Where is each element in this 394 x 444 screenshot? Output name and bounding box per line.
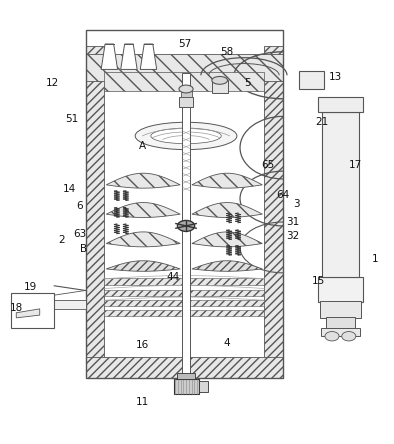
Bar (85, 30, 283, 378)
Text: 65: 65 (261, 160, 274, 170)
Text: 12: 12 (46, 78, 59, 88)
Bar (11, 293, 54, 328)
Polygon shape (16, 309, 40, 318)
Bar (85, 54, 283, 81)
Polygon shape (121, 44, 137, 69)
Bar (182, 73, 190, 378)
Bar (85, 357, 283, 378)
Bar (322, 328, 360, 336)
Polygon shape (101, 44, 117, 69)
Polygon shape (192, 232, 262, 247)
Text: 57: 57 (178, 39, 192, 49)
Bar (212, 80, 227, 93)
Text: B: B (80, 244, 87, 254)
Bar (104, 290, 264, 296)
Text: 14: 14 (63, 184, 76, 194)
Text: 17: 17 (349, 160, 362, 170)
Bar (104, 309, 264, 316)
Text: 2: 2 (59, 234, 65, 245)
Text: 51: 51 (65, 115, 78, 124)
Ellipse shape (342, 332, 356, 341)
Text: 19: 19 (24, 281, 37, 292)
Bar (180, 90, 191, 97)
Bar (104, 278, 264, 285)
Text: 63: 63 (73, 229, 86, 239)
Bar (264, 46, 283, 378)
Text: 15: 15 (312, 276, 325, 285)
Bar (177, 373, 195, 379)
Bar (199, 381, 208, 392)
Text: 44: 44 (167, 272, 180, 282)
Polygon shape (106, 261, 180, 271)
Text: 1: 1 (372, 254, 378, 264)
Text: 58: 58 (220, 47, 233, 57)
Text: 21: 21 (316, 117, 329, 127)
Polygon shape (192, 202, 262, 218)
Polygon shape (192, 173, 262, 188)
Bar (104, 300, 264, 306)
Ellipse shape (151, 128, 221, 144)
Ellipse shape (212, 76, 227, 84)
Text: 31: 31 (286, 217, 299, 227)
Bar (173, 379, 199, 394)
Bar (326, 317, 355, 328)
Bar (320, 301, 361, 318)
Polygon shape (140, 44, 157, 69)
Bar (179, 97, 193, 107)
Text: A: A (139, 141, 146, 151)
Polygon shape (106, 202, 180, 218)
Ellipse shape (177, 220, 195, 231)
Bar (318, 97, 363, 112)
Text: 18: 18 (9, 303, 23, 313)
Text: 16: 16 (136, 340, 149, 350)
Bar (322, 112, 359, 277)
Ellipse shape (135, 122, 237, 150)
Text: 6: 6 (76, 201, 83, 211)
Text: 13: 13 (329, 72, 342, 82)
Polygon shape (106, 232, 180, 247)
Ellipse shape (177, 373, 195, 384)
Ellipse shape (179, 85, 193, 93)
Text: 64: 64 (277, 190, 290, 200)
Text: 32: 32 (286, 231, 299, 241)
Text: 3: 3 (294, 199, 300, 210)
Text: 5: 5 (245, 78, 251, 88)
Polygon shape (106, 173, 180, 188)
Text: 4: 4 (223, 338, 230, 348)
Polygon shape (192, 261, 262, 271)
Bar (299, 71, 324, 89)
Bar (54, 300, 85, 309)
Text: 11: 11 (136, 397, 149, 407)
Bar (318, 277, 363, 302)
Bar (104, 72, 264, 91)
Bar (85, 46, 104, 378)
Ellipse shape (325, 332, 339, 341)
